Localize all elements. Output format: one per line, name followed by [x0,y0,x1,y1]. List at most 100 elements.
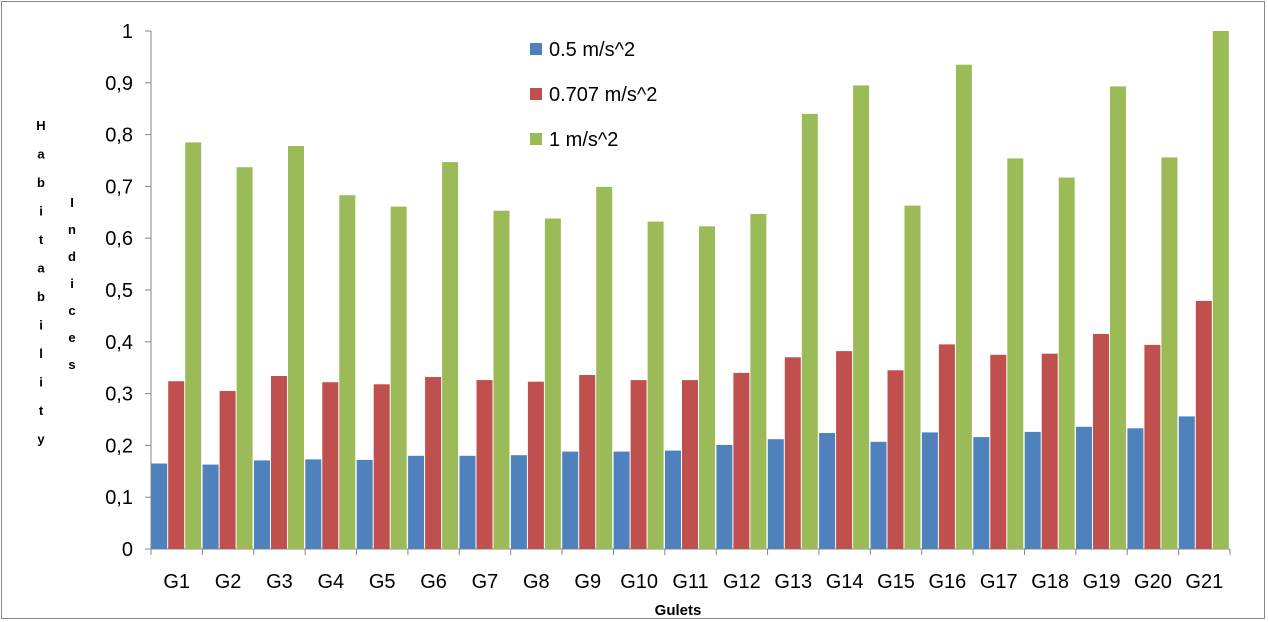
y-axis-label-char: i [39,318,43,333]
y-axis-label-char: i [70,276,74,291]
bars [151,31,1229,550]
bar-g9-series-1 [562,451,579,549]
legend-label: 0.707 m/s^2 [549,84,657,106]
bar-g15-series-1 [870,441,887,549]
x-tick-labels: G1 G2 G3 G4 G5 G6 G7 G8 G9 G10 G11 G12 G13 G14 G15 G16 G… [163,571,1223,593]
bar-g8-series-1 [510,455,527,549]
bar-g9-series-2 [579,375,596,549]
y-tick-label: 0,8 [105,125,133,147]
legend-swatch [530,43,542,55]
y-axis-label-char: t [39,403,44,418]
bar-g4-series-1 [305,459,322,549]
legend-label: 1 m/s^2 [549,129,618,151]
bar-g7-series-2 [476,380,493,549]
y-tick-label: 0 [122,539,133,561]
bar-g17-series-2 [990,354,1007,550]
x-tick-label: G8 [523,571,550,593]
bar-g2-series-2 [219,391,236,549]
bar-g7-series-1 [459,455,476,549]
x-tick-label: G21 [1185,571,1223,593]
bar-g3-series-3 [288,146,304,549]
y-axis-label-char: y [37,432,45,447]
bar-g20-series-1 [1127,428,1144,549]
bar-g20-series-3 [1161,157,1178,549]
y-axis-label-char: I [70,195,74,210]
bar-g12-series-2 [733,372,750,549]
x-tick-label: G1 [163,571,190,593]
bar-g8-series-2 [527,381,544,549]
bar-g18-series-1 [1024,431,1041,549]
bar-g2-series-3 [236,167,253,549]
y-tick-label: 0,6 [105,228,133,250]
bar-g14-series-1 [819,433,836,549]
x-tick-label: G11 [672,571,708,593]
y-tick-label: 0,1 [105,487,133,509]
x-tick-label: G19 [1083,571,1121,593]
bar-g4-series-3 [339,195,356,549]
y-axis-label-char: l [39,346,43,361]
bar-g1-series-3 [185,142,202,549]
x-tick-label: G6 [420,571,447,593]
bar-g4-series-2 [322,382,339,549]
bar-g14-series-2 [836,351,853,549]
y-axis-label-char: H [36,118,45,133]
y-tick-label: 0,7 [105,176,133,198]
y-tick-label: 0,4 [105,332,133,354]
bar-g1-series-1 [151,463,168,549]
y-axis-label-char: n [68,222,76,237]
x-tick-label: G3 [266,571,293,593]
y-axis-label-char: i [39,375,43,390]
bar-g2-series-1 [202,464,219,549]
bar-g11-series-3 [699,226,715,550]
x-tick-label: G15 [877,571,915,593]
legend: 0.5 m/s^2 0.707 m/s^2 1 m/s^2 [530,39,657,151]
bar-g5-series-3 [390,206,407,549]
bar-g10-series-2 [630,380,647,549]
bar-g21-series-3 [1212,31,1229,549]
bar-g10-series-3 [647,221,664,549]
x-tick-label: G12 [723,571,761,593]
y-axis-label-char: s [68,357,75,372]
x-tick-label: G7 [472,571,499,593]
x-tick-label: G5 [369,571,396,593]
bar-g11-series-2 [682,380,698,549]
y-axis-label-char: a [37,261,45,276]
bar-g17-series-1 [973,437,990,549]
y-tick-label: 0,2 [105,435,133,457]
bar-g3-series-2 [271,376,287,549]
bar-g13-series-2 [784,357,801,549]
bar-g21-series-1 [1178,416,1195,549]
y-tick-label: 0,5 [105,280,133,302]
x-tick-label: G16 [928,571,966,593]
x-tick-label: G4 [317,571,344,593]
bar-g21-series-2 [1195,300,1212,549]
bar-g13-series-3 [801,113,818,550]
y-tick-label: 0,3 [105,384,133,406]
x-tick-label: G2 [215,571,242,593]
x-tick-label: G10 [620,571,658,593]
y-axis-label-char: t [39,232,44,247]
bar-g6-series-1 [408,455,425,549]
bar-g15-series-2 [887,370,904,549]
x-tick-label: G17 [980,571,1018,593]
bar-g13-series-1 [767,439,784,549]
legend-label: 0.5 m/s^2 [549,39,635,61]
bar-g8-series-3 [544,218,561,549]
bar-g16-series-1 [921,432,938,549]
x-tick-label: G18 [1031,571,1069,593]
bar-g19-series-1 [1076,426,1092,549]
y-tick-labels: 0 0,1 0,2 0,3 0,4 0,5 0,6 0,7 0,8 0,9 1 [105,21,133,561]
bar-g20-series-2 [1144,344,1161,549]
bar-g15-series-3 [904,205,921,549]
y-axis-label-char: i [39,204,43,219]
x-axis-label: Gulets [655,602,702,619]
bar-g11-series-1 [665,450,681,549]
bar-g3-series-1 [254,460,270,549]
legend-swatch [530,133,542,145]
y-axis-label-char: e [68,330,75,345]
bar-g12-series-3 [750,213,767,549]
bar-g9-series-3 [596,186,613,549]
bar-g16-series-2 [938,344,955,549]
bar-g17-series-3 [1007,158,1024,549]
